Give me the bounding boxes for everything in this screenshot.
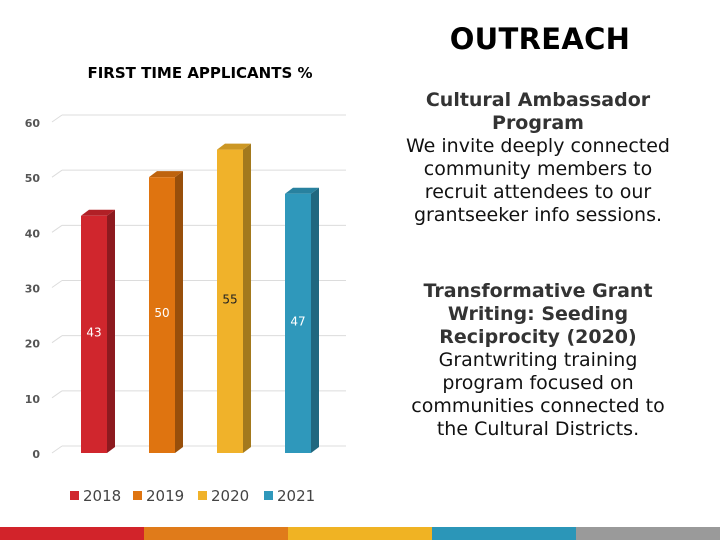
program-description: Grantwriting training program focused on… — [411, 349, 665, 440]
bar — [217, 149, 243, 454]
bar-top — [285, 187, 319, 194]
y-tick-label: 60 — [25, 117, 41, 130]
legend-swatch — [198, 491, 207, 500]
gridline — [51, 335, 63, 344]
data-label: 47 — [290, 314, 305, 328]
y-tick-label: 0 — [32, 448, 40, 461]
program-description: We invite deeply connected community mem… — [406, 135, 670, 226]
footer-stripe — [576, 527, 720, 540]
bar — [285, 193, 311, 453]
y-tick-label: 40 — [25, 227, 41, 240]
bar-side — [311, 187, 319, 453]
chart-title: FIRST TIME APPLICANTS % — [87, 64, 313, 82]
data-label: 50 — [154, 306, 169, 320]
y-tick-label: 10 — [25, 393, 41, 406]
legend-label: 2020 — [211, 487, 249, 505]
bar-side — [107, 209, 115, 453]
gridline — [51, 224, 63, 233]
gridline — [51, 169, 63, 178]
data-label: 43 — [86, 325, 101, 339]
bar-side — [243, 143, 251, 454]
bar-top — [217, 143, 251, 150]
gridline — [51, 280, 63, 288]
footer-stripe — [144, 527, 289, 540]
program-block-cultural-ambassador: Cultural Ambassador Program We invite de… — [398, 89, 678, 227]
legend-label: 2019 — [146, 487, 184, 505]
legend-label: 2018 — [83, 487, 121, 505]
bar-top — [149, 171, 183, 178]
y-tick-label: 20 — [25, 338, 41, 351]
footer-stripe — [432, 527, 577, 540]
program-heading: Cultural Ambassador Program — [425, 89, 651, 134]
y-tick-label: 30 — [25, 283, 41, 296]
bar-side — [175, 171, 183, 453]
footer-stripe — [288, 527, 433, 540]
bar-top — [81, 209, 115, 216]
bar — [81, 215, 107, 453]
legend-swatch — [133, 491, 142, 500]
data-label: 55 — [222, 292, 237, 306]
program-block-grant-writing: Transformative Grant Writing: Seeding Re… — [398, 280, 678, 441]
legend-swatch — [264, 491, 273, 500]
y-tick-label: 50 — [25, 172, 41, 185]
gridline — [51, 114, 63, 123]
program-heading: Transformative Grant Writing: Seeding Re… — [423, 280, 653, 348]
gridline — [51, 390, 63, 399]
footer-stripe — [0, 527, 145, 540]
legend-swatch — [70, 491, 79, 500]
slide-title: OUTREACH — [449, 22, 631, 56]
legend-label: 2021 — [277, 487, 315, 505]
bar — [149, 177, 175, 453]
gridline — [51, 445, 63, 454]
